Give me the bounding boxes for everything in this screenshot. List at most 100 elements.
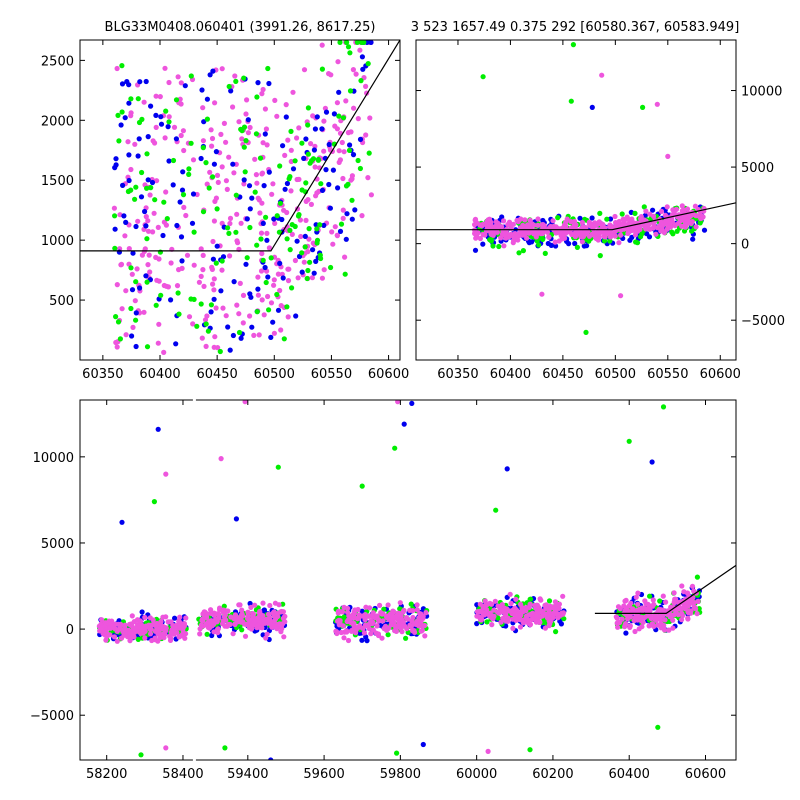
data-point-green (286, 176, 292, 182)
data-point-blue (199, 87, 205, 93)
data-point-blue (249, 324, 255, 330)
data-point-magenta (671, 599, 678, 605)
data-point-magenta (220, 305, 226, 311)
data-point-magenta (220, 609, 226, 615)
data-point-green (113, 314, 119, 320)
data-point-magenta (654, 615, 661, 621)
data-point-magenta (254, 180, 260, 186)
data-point-magenta (150, 617, 156, 623)
data-point-magenta (301, 67, 308, 73)
axis-break-gap (192, 399, 196, 402)
data-point-blue (241, 177, 247, 183)
data-point-magenta (239, 612, 245, 618)
data-point-magenta (321, 148, 327, 154)
data-point-blue (344, 211, 350, 217)
data-point-magenta (285, 314, 291, 320)
data-point-blue (321, 222, 327, 228)
data-point-green (180, 192, 187, 198)
x-tick-label: 60000 (456, 767, 497, 782)
y-tick-label: 1000 (41, 234, 74, 249)
data-point-magenta (210, 281, 216, 287)
data-point-magenta (640, 605, 647, 611)
data-point-magenta (348, 129, 354, 135)
data-point-magenta (265, 293, 271, 300)
data-point-blue (310, 247, 316, 253)
data-point-magenta (261, 312, 267, 318)
data-point-green (135, 636, 141, 643)
x-tick-label: 60550 (647, 367, 688, 382)
data-point-magenta (234, 238, 240, 244)
data-point-magenta (268, 300, 275, 306)
data-point-magenta (524, 235, 530, 241)
data-point-magenta (615, 624, 621, 630)
data-point-blue (210, 68, 216, 74)
data-point-blue (649, 459, 655, 465)
data-point-blue (347, 142, 353, 148)
data-point-magenta (510, 221, 516, 227)
data-point-green (166, 119, 172, 125)
data-point-magenta (640, 619, 646, 625)
data-point-magenta (168, 635, 174, 641)
data-point-magenta (633, 594, 639, 600)
data-point-green (161, 199, 167, 205)
data-point-magenta (132, 141, 138, 147)
data-point-magenta (350, 620, 356, 626)
data-point-green (233, 229, 239, 235)
data-point-magenta (646, 623, 652, 629)
data-point-magenta (645, 222, 652, 228)
data-point-magenta (623, 605, 629, 611)
data-point-magenta (508, 231, 514, 237)
data-point-magenta (694, 611, 700, 617)
data-point-magenta (248, 604, 254, 611)
data-point-magenta (149, 637, 155, 644)
data-point-magenta (365, 175, 371, 181)
data-point-green (555, 215, 561, 221)
data-point-blue (607, 216, 614, 222)
data-point-magenta (163, 471, 169, 477)
data-point-blue (319, 126, 325, 132)
data-point-magenta (370, 610, 376, 616)
data-point-blue (172, 615, 178, 621)
data-point-magenta (393, 628, 399, 635)
data-point-green (349, 197, 355, 203)
data-point-magenta (542, 625, 549, 631)
data-point-magenta (197, 631, 203, 637)
data-point-green (397, 606, 403, 612)
data-point-magenta (152, 140, 158, 146)
data-point-blue (623, 630, 629, 636)
data-point-magenta (171, 124, 178, 130)
data-point-blue (472, 247, 479, 253)
data-point-magenta (321, 267, 327, 273)
data-point-blue (233, 516, 239, 522)
data-point-blue (126, 177, 132, 184)
data-point-magenta (285, 137, 291, 143)
data-point-blue (319, 187, 326, 193)
data-point-magenta (237, 617, 243, 623)
data-point-magenta (483, 602, 489, 608)
data-point-magenta (336, 148, 342, 154)
data-point-magenta (249, 622, 255, 628)
data-point-green (144, 151, 150, 157)
data-point-green (200, 145, 206, 151)
data-point-green (694, 574, 701, 580)
data-point-magenta (389, 619, 395, 625)
data-point-green (632, 210, 638, 216)
data-point-green (138, 752, 144, 758)
data-point-magenta (535, 222, 541, 228)
data-point-blue (113, 156, 119, 162)
data-point-magenta (245, 609, 251, 615)
data-point-green (288, 128, 294, 134)
data-point-magenta (200, 138, 206, 144)
data-point-magenta (335, 59, 341, 65)
data-point-magenta (215, 179, 221, 185)
data-point-magenta (240, 292, 247, 298)
data-point-magenta (579, 219, 586, 226)
data-point-blue (644, 231, 650, 237)
data-point-magenta (207, 169, 213, 175)
data-point-magenta (218, 456, 224, 462)
x-tick-label: 60550 (311, 367, 352, 382)
data-point-magenta (278, 327, 284, 333)
model-line (594, 564, 736, 615)
data-point-blue (312, 126, 318, 132)
data-point-magenta (211, 218, 217, 224)
